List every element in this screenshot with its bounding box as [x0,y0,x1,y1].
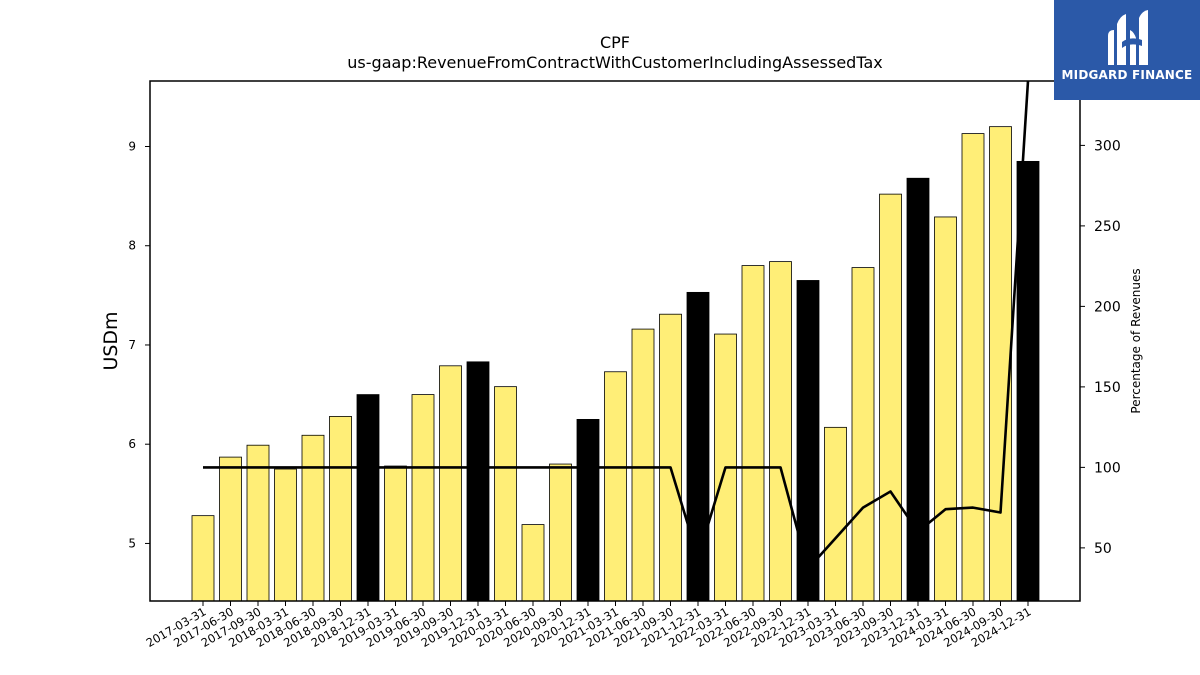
y2-tick-label: 300 [1094,138,1121,154]
bar-2022-09-30 [769,261,792,602]
bar-2019-12-31 [466,361,490,602]
bar-2022-06-30 [741,265,765,602]
percentage-line [203,81,1030,571]
y2-axis-ticks: 50 100 150 200 250 300 [1080,138,1121,557]
y2-axis-label: Percentage of Revenues [1129,268,1143,413]
bar-2019-09-30 [439,365,462,602]
bar-2024-03-31 [934,216,957,602]
bar-2020-06-30 [521,524,545,602]
chart-title: CPF [600,33,630,52]
brand-name: MIDGARD FINANCE [1061,68,1193,82]
bar-2018-03-31 [274,468,297,602]
bar-2020-03-31 [494,386,517,602]
bar-2022-12-31 [796,280,820,602]
y-tick-label: 6 [128,437,136,451]
bar-2017-03-31 [191,515,215,602]
bar-2023-12-31 [906,177,930,602]
bar-2021-03-31 [604,371,627,602]
bar-2019-06-30 [411,394,435,602]
bar-2024-12-31 [1016,160,1040,602]
bar-2018-06-30 [301,434,325,602]
brand-mark-icon [1108,10,1148,65]
bar-2018-09-30 [329,416,352,602]
y2-tick-label: 150 [1094,380,1121,396]
bar-2017-06-30 [219,456,242,602]
bar-2024-09-30 [989,126,1012,602]
bar-2021-06-30 [631,328,655,602]
bar-2021-09-30 [659,313,682,602]
bar-2020-12-31 [576,418,600,602]
brand-logo: MIDGARD FINANCE [1054,0,1200,100]
bar-2018-12-31 [356,394,380,602]
bar-2019-03-31 [384,465,407,602]
bar-2023-03-31 [824,426,847,602]
y-axis-ticks: 5 6 7 8 9 [128,139,150,550]
bar-2023-06-30 [851,267,875,602]
y2-tick-label: 100 [1094,460,1121,476]
y2-tick-label: 250 [1094,219,1121,235]
x-axis-ticks: 2017-03-312017-06-302017-09-302018-03-31… [144,601,1034,650]
y2-tick-label: 200 [1094,299,1121,315]
y-tick-label: 9 [128,139,136,153]
bar-2024-06-30 [961,133,985,602]
bar-2020-09-30 [549,463,572,602]
bar-2023-09-30 [879,193,902,602]
line-group [203,81,1030,571]
y-tick-label: 8 [128,239,136,253]
bar-group [191,126,1040,602]
chart-subtitle: us-gaap:RevenueFromContractWithCustomerI… [347,53,882,72]
y2-tick-label: 50 [1094,541,1112,557]
y-tick-label: 5 [128,536,136,550]
y-axis-label: USDm [100,311,122,370]
y-tick-label: 7 [128,338,136,352]
